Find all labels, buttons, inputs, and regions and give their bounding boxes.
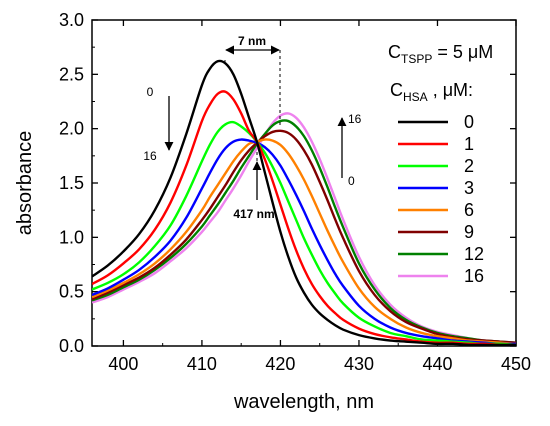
decrease-arrow-group: 0 16 — [143, 85, 174, 163]
legend-title-sub: HSA — [403, 90, 428, 104]
series-line-2 — [92, 120, 516, 346]
axis-ticks: 400 410 420 430 440 450 0.0 0.5 1.0 1.5 2.0 2.5 3.0 — [59, 10, 531, 374]
legend-label-2: 2 — [464, 156, 474, 176]
x-tick-label: 400 — [108, 354, 138, 374]
legend-label-12: 12 — [464, 244, 484, 264]
series-line-9 — [92, 129, 516, 344]
y-tick-label: 2.0 — [59, 119, 84, 139]
legend-title-unit: , μM: — [428, 80, 473, 100]
increase-arrow-bottom-label: 0 — [348, 174, 355, 188]
legend-title: CHSA , μM: — [390, 80, 473, 104]
shift-annotation: 7 nm — [224, 34, 281, 128]
increase-arrow-group: 16 0 — [337, 112, 362, 188]
series-line-3 — [92, 138, 516, 346]
legend-label-0: 0 — [464, 112, 474, 132]
isosbestic-annotation: 417 nm — [233, 152, 275, 221]
decrease-arrow-bottom-label: 16 — [143, 149, 157, 163]
y-tick-label: 0.0 — [59, 336, 84, 356]
tspp-concentration: CTSPP = 5 μM — [388, 42, 493, 66]
x-tick-label: 420 — [265, 354, 295, 374]
x-tick-label: 410 — [187, 354, 217, 374]
x-axis-title: wavelength, nm — [233, 391, 374, 413]
isosbestic-label: 417 nm — [233, 207, 274, 221]
shift-label: 7 nm — [238, 34, 266, 48]
increase-arrow-top-label: 16 — [348, 112, 362, 126]
legend-label-9: 9 — [464, 222, 474, 242]
series-line-6 — [92, 138, 516, 346]
y-tick-label: 2.5 — [59, 64, 84, 84]
tspp-c: C — [388, 42, 401, 62]
tspp-value: = 5 μM — [432, 42, 493, 62]
plot-frame — [91, 19, 517, 347]
legend-label-16: 16 — [464, 266, 484, 286]
legend-label-6: 6 — [464, 200, 474, 220]
y-tick-label: 1.0 — [59, 227, 84, 247]
x-tick-label: 450 — [501, 354, 531, 374]
y-axis-title: absorbance — [14, 131, 36, 236]
legend-label-1: 1 — [464, 134, 474, 154]
decrease-arrow-top-label: 0 — [147, 85, 154, 99]
tspp-sub: TSPP — [401, 52, 432, 66]
x-tick-label: 430 — [344, 354, 374, 374]
y-tick-label: 1.5 — [59, 173, 84, 193]
x-tick-label: 440 — [422, 354, 452, 374]
legend-label-3: 3 — [464, 178, 474, 198]
spectra-curves — [92, 59, 516, 346]
y-tick-label: 0.5 — [59, 282, 84, 302]
y-tick-label: 3.0 — [59, 10, 84, 30]
legend-title-c: C — [390, 80, 403, 100]
series-line-0 — [92, 59, 516, 346]
